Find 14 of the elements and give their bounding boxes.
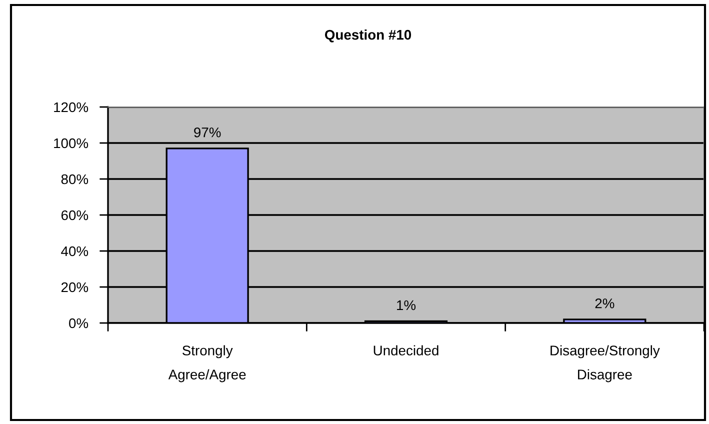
y-tick-label: 40% — [61, 246, 88, 256]
y-tick-label: 0% — [69, 318, 88, 328]
data-label: 1% — [397, 300, 416, 310]
y-tick-label: 60% — [61, 210, 88, 220]
y-tick-label: 80% — [61, 174, 88, 184]
data-label: 97% — [194, 127, 221, 138]
data-label: 2% — [595, 298, 614, 308]
x-tick-label: Disagree/Strongly Disagree — [550, 345, 660, 382]
x-tick-label: Strongly Agree/Agree — [168, 345, 246, 382]
y-tick-label: 120% — [54, 102, 88, 112]
y-tick-label: 100% — [54, 138, 88, 148]
x-tick-label: Undecided — [374, 345, 438, 356]
chart-title: Question #10 — [324, 30, 412, 42]
y-tick-label: 20% — [61, 282, 88, 292]
